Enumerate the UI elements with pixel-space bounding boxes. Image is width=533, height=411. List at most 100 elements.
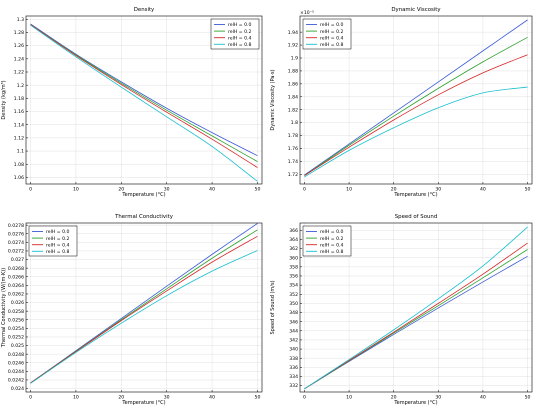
y-tick-label: 1.92 [288, 43, 298, 49]
y-tick-label: 356 [289, 274, 298, 280]
y-axis-label: Thermal Conductivity (W/(m·K)) [1, 268, 7, 348]
series-line [304, 86, 528, 178]
x-tick-label: 40 [209, 187, 215, 193]
series-line [30, 24, 258, 168]
y-tick-label: 342 [289, 338, 298, 344]
x-tick-label: 40 [480, 395, 486, 401]
x-tick-label: 10 [346, 395, 352, 401]
y-tick-label: 0.0252 [8, 335, 24, 341]
y-tick-label: 344 [289, 328, 298, 334]
legend-entry: relH = 0.8 [46, 249, 69, 255]
legend-entry: relH = 0.0 [320, 22, 343, 28]
x-tick-label: 40 [480, 187, 486, 193]
y-tick-label: 1.18 [14, 96, 24, 102]
y-tick-label: 0.0276 [8, 231, 24, 237]
series-line [304, 54, 528, 176]
series-line [304, 242, 528, 390]
series-line [304, 255, 528, 390]
x-tick-label: 20 [391, 187, 397, 193]
y-tick-label: 0.027 [11, 257, 24, 263]
y-tick-label: 336 [289, 365, 298, 371]
x-tick-label: 20 [118, 395, 124, 401]
y-tick-label: 0.0262 [8, 292, 24, 298]
y-tick-label: 1.26 [14, 43, 24, 49]
x-tick-label: 50 [255, 395, 261, 401]
y-tick-label: 354 [289, 283, 298, 289]
legend-entry: relH = 0.0 [228, 22, 251, 28]
y-tick-label: 1.16 [14, 109, 24, 115]
legend-entry: relH = 0.8 [228, 42, 251, 48]
legend-entry: relH = 0.4 [320, 35, 343, 41]
series-line [304, 36, 528, 176]
y-tick-label: 348 [289, 310, 298, 316]
plot-frame [25, 15, 263, 185]
x-axis-label: Temperature (°C) [121, 400, 165, 406]
y-tick-label: 1.22 [14, 70, 24, 76]
y-tick-label: 334 [289, 374, 298, 380]
y-tick-label: 358 [289, 264, 298, 270]
x-tick-label: 30 [164, 395, 170, 401]
x-tick-label: 0 [29, 187, 32, 193]
x-tick-label: 30 [164, 187, 170, 193]
y-tick-label: 338 [289, 356, 298, 362]
legend-entry: relH = 0.0 [46, 229, 69, 235]
x-tick-label: 10 [73, 187, 79, 193]
x-tick-label: 20 [118, 187, 124, 193]
x-tick-label: 50 [525, 187, 531, 193]
y-tick-label: 0.0246 [8, 360, 24, 366]
y-tick-label: 0.025 [11, 343, 24, 349]
chart-panel-3: 0.024 0.0242 0.0244 0.0246 0.0248 0.025 0.0252… [1, 214, 263, 406]
y-tick-label: 1.72 [288, 172, 298, 178]
plot-frame [25, 222, 263, 393]
y-tick-label: 1.82 [288, 107, 298, 113]
y-tick-label: 1.74 [288, 159, 298, 165]
y-tick-label: 0.0266 [8, 274, 24, 280]
y-tick-label: 1.9 [291, 56, 298, 62]
chart-title: Speed of Sound [395, 214, 438, 220]
legend-entry: relH = 0.2 [228, 29, 251, 35]
y-tick-label: 1.84 [288, 94, 298, 100]
x-tick-label: 0 [303, 395, 306, 401]
y-tick-label: 0.0244 [8, 369, 24, 375]
legend-entry: relH = 0.4 [320, 242, 343, 248]
chart-panel-1: 1.06 1.08 1.1 1.12 1.14 1.16 1.18 1.2 1.22 1.24 1.… [1, 7, 263, 198]
y-axis-label: Speed of Sound (m/s) [270, 280, 276, 334]
legend-entry: relH = 0.2 [46, 236, 69, 242]
legend-entry: relH = 0.4 [46, 242, 69, 248]
x-tick-label: 0 [303, 187, 306, 193]
y-tick-label: 340 [289, 347, 298, 353]
series-line [304, 19, 528, 176]
y-tick-label: 0.0268 [8, 266, 24, 272]
legend-entry: relH = 0.2 [320, 236, 343, 242]
y-tick-label: 350 [289, 301, 298, 307]
y-axis-label: Density (kg/m³) [1, 80, 7, 119]
y-tick-label: 1.24 [14, 56, 24, 62]
y-tick-label: 1.88 [288, 69, 298, 75]
x-tick-label: 20 [391, 395, 397, 401]
chart-title: Dynamic Viscosity [391, 7, 441, 13]
x-tick-label: 50 [255, 187, 261, 193]
chart-title: Thermal Conductivity [114, 214, 174, 220]
plot-frame [299, 222, 533, 393]
plot-frame [299, 15, 533, 185]
y-tick-label: 366 [289, 228, 298, 234]
y-tick-label: 346 [289, 319, 298, 325]
chart-panel-4: 332 334 336 338 340 342 344 346 348 350 352 354 356 3… [270, 214, 533, 406]
y-tick-label: 352 [289, 292, 298, 298]
y-tick-label: 0.0256 [8, 317, 24, 323]
y-tick-label: 0.0254 [8, 326, 24, 332]
x-tick-label: 10 [73, 395, 79, 401]
y-tick-label: 1.3 [17, 17, 24, 23]
x-tick-label: 50 [525, 395, 531, 401]
series-line [30, 24, 258, 162]
y-tick-label: 0.0258 [8, 309, 24, 315]
y-tick-label: 0.024 [11, 386, 24, 392]
y-tick-label: 0.0264 [8, 283, 24, 289]
y-tick-label: 1.14 [14, 122, 24, 128]
y-tick-label: 360 [289, 255, 298, 261]
series-line [304, 226, 528, 390]
y-tick-label: 1.28 [14, 30, 24, 36]
